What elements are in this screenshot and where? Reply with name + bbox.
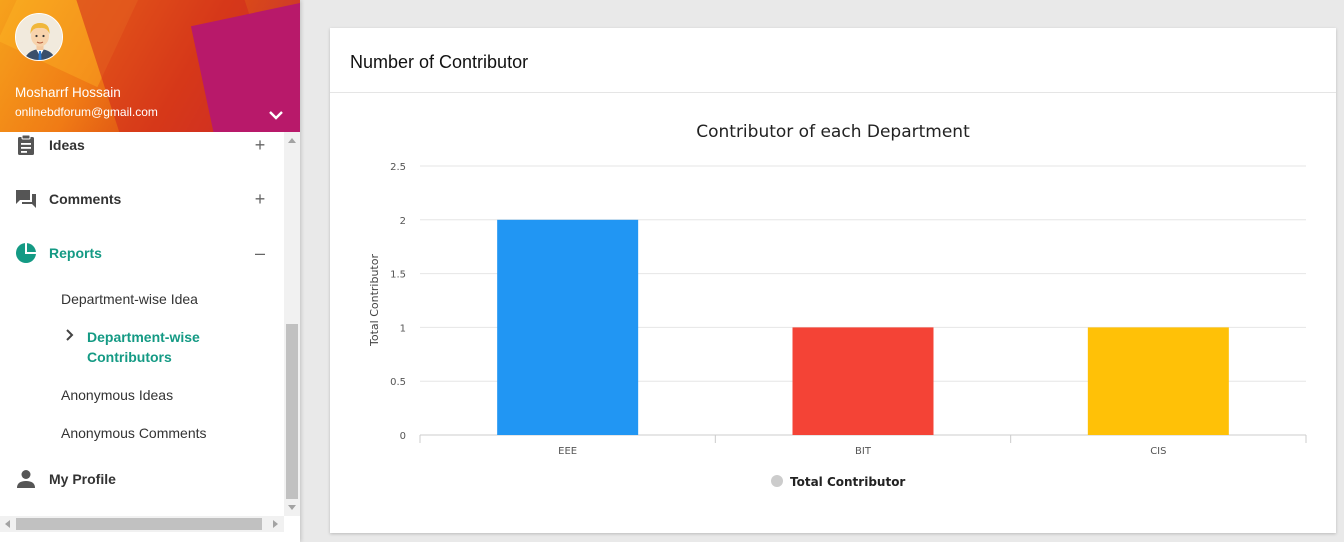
sidebar-item-comments[interactable]: Comments + bbox=[0, 188, 284, 228]
x-tick-label: CIS bbox=[1150, 446, 1166, 457]
bar-eee[interactable] bbox=[497, 219, 639, 435]
user-email: onlinebdforum@gmail.com bbox=[15, 105, 158, 119]
sidebar-item-label: Comments bbox=[49, 191, 122, 207]
user-name: Mosharrf Hossain bbox=[15, 85, 121, 100]
chart-container: Contributor of each Department Total Con… bbox=[330, 94, 1336, 533]
x-tick-label: BIT bbox=[855, 446, 872, 457]
horizontal-scrollbar[interactable] bbox=[0, 516, 284, 532]
y-tick-label: 1 bbox=[400, 323, 406, 334]
chevron-down-icon[interactable] bbox=[266, 105, 286, 125]
submenu-department-wise-contributors[interactable]: Department-wise Contributors bbox=[87, 327, 237, 367]
y-axis-label: Total Contributor bbox=[368, 254, 381, 347]
bar-cis[interactable] bbox=[1087, 327, 1229, 435]
card-header: Number of Contributor bbox=[330, 28, 1336, 93]
y-tick-label: 0.5 bbox=[390, 377, 406, 388]
person-icon bbox=[15, 468, 37, 490]
expand-icon[interactable]: + bbox=[254, 189, 266, 209]
chart-legend[interactable]: Total Contributor bbox=[771, 475, 905, 489]
collapse-icon[interactable]: – bbox=[254, 243, 265, 263]
legend-label[interactable]: Total Contributor bbox=[790, 475, 905, 489]
card-title: Number of Contributor bbox=[350, 52, 529, 72]
scroll-up-icon[interactable] bbox=[288, 138, 296, 143]
y-tick-label: 2.5 bbox=[390, 162, 406, 173]
y-tick-label: 0 bbox=[400, 431, 406, 442]
vertical-scrollbar[interactable] bbox=[284, 132, 300, 516]
comments-icon bbox=[15, 188, 37, 210]
sidebar-item-my-profile[interactable]: My Profile bbox=[0, 468, 284, 508]
y-tick-label: 2 bbox=[400, 216, 406, 227]
bar-chart: Contributor of each Department Total Con… bbox=[368, 122, 1307, 489]
submenu-label-line2: Contributors bbox=[87, 349, 172, 365]
submenu-anonymous-ideas[interactable]: Anonymous Ideas bbox=[61, 387, 174, 403]
y-tick-label: 1.5 bbox=[390, 270, 406, 281]
submenu-department-wise-idea[interactable]: Department-wise Idea bbox=[61, 291, 198, 307]
clipboard-icon bbox=[15, 134, 37, 156]
avatar[interactable] bbox=[15, 13, 63, 61]
scrollbar-thumb[interactable] bbox=[16, 518, 262, 530]
sidebar-menu: Ideas + Comments + Reports – Department-… bbox=[0, 132, 284, 516]
expand-icon[interactable]: + bbox=[254, 135, 266, 155]
scroll-right-icon[interactable] bbox=[273, 520, 278, 528]
pie-chart-icon bbox=[15, 242, 37, 264]
sidebar-item-label: My Profile bbox=[49, 471, 116, 487]
sidebar: Mosharrf Hossain onlinebdforum@gmail.com… bbox=[0, 0, 300, 542]
user-info-panel: Mosharrf Hossain onlinebdforum@gmail.com bbox=[0, 0, 300, 132]
chevron-right-icon bbox=[64, 328, 76, 342]
scroll-left-icon[interactable] bbox=[5, 520, 10, 528]
scroll-down-icon[interactable] bbox=[288, 505, 296, 510]
sidebar-item-label: Ideas bbox=[49, 137, 85, 153]
submenu-anonymous-comments[interactable]: Anonymous Comments bbox=[61, 425, 207, 441]
chart-title: Contributor of each Department bbox=[696, 122, 970, 142]
bar-bit[interactable] bbox=[792, 327, 934, 435]
x-tick-label: EEE bbox=[558, 446, 577, 457]
legend-marker bbox=[771, 475, 783, 487]
sidebar-item-reports[interactable]: Reports – bbox=[0, 242, 284, 282]
scrollbar-thumb[interactable] bbox=[286, 324, 298, 499]
submenu-label-line1: Department-wise bbox=[87, 329, 200, 345]
sidebar-item-ideas[interactable]: Ideas + bbox=[0, 134, 284, 174]
report-card: Number of Contributor Contributor of eac… bbox=[330, 28, 1336, 533]
sidebar-item-label: Reports bbox=[49, 245, 102, 261]
